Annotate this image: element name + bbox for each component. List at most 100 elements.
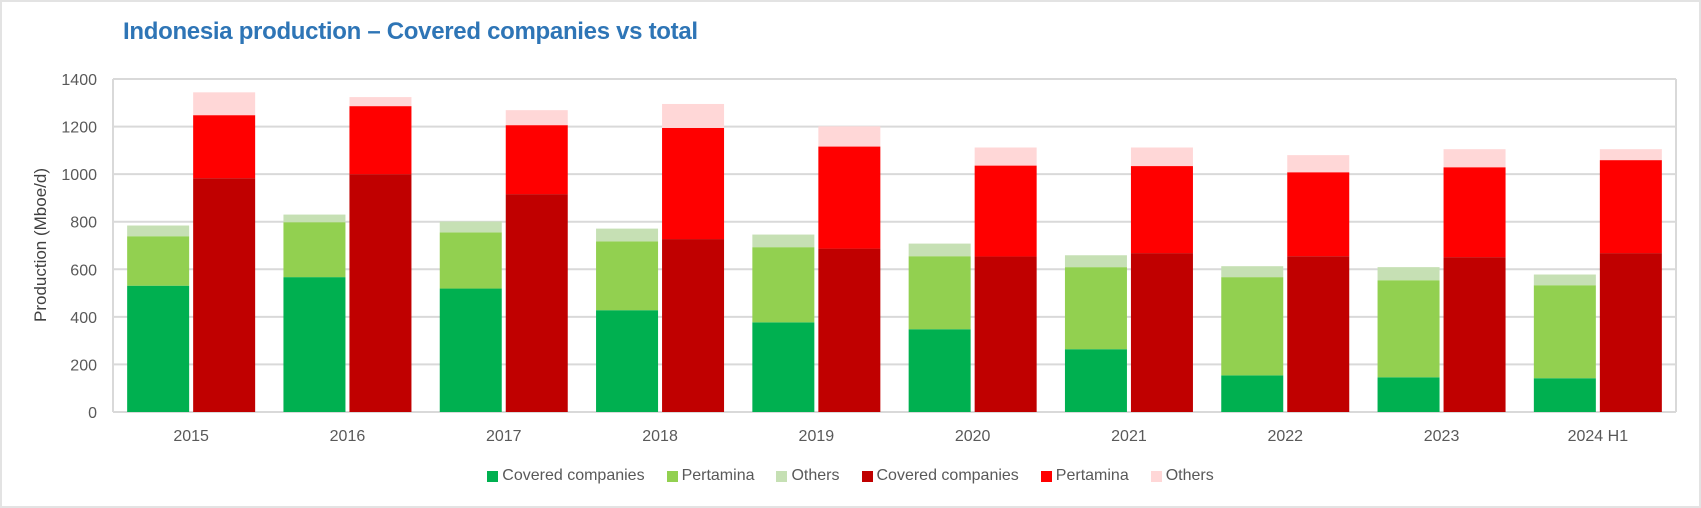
bar-segment-red-stack-covered-companies (505, 194, 568, 412)
bar-segment-red-stack-others (193, 92, 256, 116)
x-tick-label: 2018 (642, 428, 678, 445)
bar-segment-red-stack-pertamina (1443, 167, 1506, 258)
bar-segment-red-stack-others (818, 126, 881, 147)
bar-segment-red-stack-pertamina (818, 146, 881, 249)
x-tick-label: 2022 (1267, 428, 1303, 445)
legend-item: Covered companies (861, 467, 1019, 485)
bar-segment-green-stack-covered-companies (1221, 375, 1284, 412)
bar-segment-red-stack-pertamina (193, 115, 256, 179)
bar-segment-green-stack-others (1064, 255, 1127, 268)
bar-segment-green-stack-others (283, 214, 346, 223)
legend-swatch (487, 470, 499, 482)
bar-segment-red-stack-pertamina (1287, 172, 1350, 257)
bar-segment-green-stack-covered-companies (908, 329, 971, 412)
bar-segment-green-stack-covered-companies (596, 310, 659, 412)
legend-item: Others (776, 467, 840, 485)
bar-segment-green-stack-covered-companies (283, 277, 346, 412)
bar-segment-green-stack-pertamina (1064, 267, 1127, 350)
bar-segment-red-stack-others (505, 110, 568, 126)
bar-segment-red-stack-pertamina (349, 106, 412, 175)
bar-segment-green-stack-pertamina (1533, 285, 1596, 379)
y-tick-label: 1400 (61, 72, 97, 89)
bar-segment-green-stack-pertamina (283, 222, 346, 278)
bar-segment-red-stack-covered-companies (662, 239, 725, 412)
bar-segment-green-stack-covered-companies (1064, 349, 1127, 412)
bars (127, 92, 1662, 412)
y-tick-label: 1200 (61, 120, 97, 137)
bar-segment-green-stack-covered-companies (1377, 377, 1440, 412)
legend-label: Covered companies (502, 467, 645, 484)
legend-label: Others (791, 467, 840, 484)
bar-segment-red-stack-covered-companies (1443, 257, 1506, 412)
bar-segment-red-stack-others (1599, 149, 1662, 161)
legend-swatch (1040, 470, 1052, 482)
x-tick-label: 2020 (955, 428, 991, 445)
y-tick-label: 200 (70, 357, 97, 374)
legend-swatch (776, 470, 788, 482)
bar-segment-red-stack-others (1287, 155, 1350, 173)
bar-segment-green-stack-others (908, 243, 971, 257)
x-tick-label: 2023 (1424, 428, 1460, 445)
y-tick-label: 1000 (61, 167, 97, 184)
x-tick-label: 2017 (486, 428, 522, 445)
bar-segment-green-stack-pertamina (127, 236, 190, 286)
bar-segment-green-stack-covered-companies (439, 288, 502, 412)
bar-segment-red-stack-pertamina (662, 127, 725, 240)
bar-segment-red-stack-covered-companies (1599, 253, 1662, 412)
legend-label: Covered companies (876, 467, 1019, 484)
bar-segment-green-stack-others (1377, 267, 1440, 281)
bar-segment-green-stack-pertamina (752, 247, 815, 323)
y-tick-label: 0 (88, 405, 97, 422)
bar-segment-red-stack-pertamina (974, 165, 1037, 257)
y-tick-labels: 0 200 400 600 800 1000 1200 1400 (61, 72, 97, 422)
legend: Covered companies Pertamina Others Covered … (0, 467, 1701, 485)
bar-segment-green-stack-covered-companies (752, 322, 815, 412)
x-tick-label: 2016 (330, 428, 366, 445)
bar-segment-green-stack-pertamina (439, 232, 502, 289)
bar-segment-green-stack-others (127, 225, 190, 237)
bar-segment-red-stack-covered-companies (1287, 256, 1350, 412)
bar-segment-green-stack-pertamina (596, 241, 659, 311)
y-tick-label: 600 (70, 262, 97, 279)
gridlines (112, 78, 1677, 413)
bar-segment-red-stack-covered-companies (974, 256, 1037, 412)
y-tick-label: 400 (70, 310, 97, 327)
bar-segment-red-stack-others (349, 97, 412, 107)
bar-segment-green-stack-others (752, 234, 815, 248)
bar-segment-green-stack-pertamina (908, 256, 971, 330)
bar-segment-green-stack-others (1221, 266, 1284, 278)
bar-segment-red-stack-others (974, 147, 1037, 166)
bar-segment-green-stack-pertamina (1221, 277, 1284, 376)
bar-segment-green-stack-others (439, 221, 502, 233)
bar-segment-red-stack-covered-companies (1130, 253, 1193, 412)
bar-segment-red-stack-pertamina (1130, 166, 1193, 254)
bar-segment-green-stack-pertamina (1377, 280, 1440, 378)
chart-title: Indonesia production – Covered companies… (123, 18, 698, 45)
bar-segment-red-stack-covered-companies (818, 248, 881, 412)
bar-segment-red-stack-covered-companies (349, 174, 412, 412)
bar-segment-red-stack-others (1130, 147, 1193, 167)
bar-segment-red-stack-pertamina (505, 125, 568, 195)
legend-item: Covered companies (487, 467, 645, 485)
x-tick-label: 2015 (173, 428, 209, 445)
x-tick-labels: 2015 2016 2017 2018 2019 2020 2021 2022 2023 2024… (173, 428, 1628, 445)
bar-segment-red-stack-covered-companies (193, 178, 256, 412)
legend-swatch (1150, 470, 1162, 482)
legend-item: Pertamina (666, 467, 755, 485)
y-tick-label: 800 (70, 215, 97, 232)
x-tick-label: 2024 H1 (1568, 428, 1629, 445)
y-axis-title: Production (Mboe/d) (31, 168, 50, 322)
bar-segment-red-stack-others (662, 103, 725, 128)
bar-segment-green-stack-others (596, 228, 659, 242)
legend-item: Pertamina (1040, 467, 1129, 485)
legend-swatch (666, 470, 678, 482)
bar-segment-green-stack-covered-companies (1533, 378, 1596, 412)
legend-label: Pertamina (1055, 467, 1129, 484)
x-tick-label: 2019 (799, 428, 835, 445)
legend-swatch (861, 470, 873, 482)
x-tick-label: 2021 (1111, 428, 1147, 445)
legend-label: Others (1165, 467, 1214, 484)
legend-label: Pertamina (681, 467, 755, 484)
bar-segment-green-stack-covered-companies (127, 285, 190, 412)
